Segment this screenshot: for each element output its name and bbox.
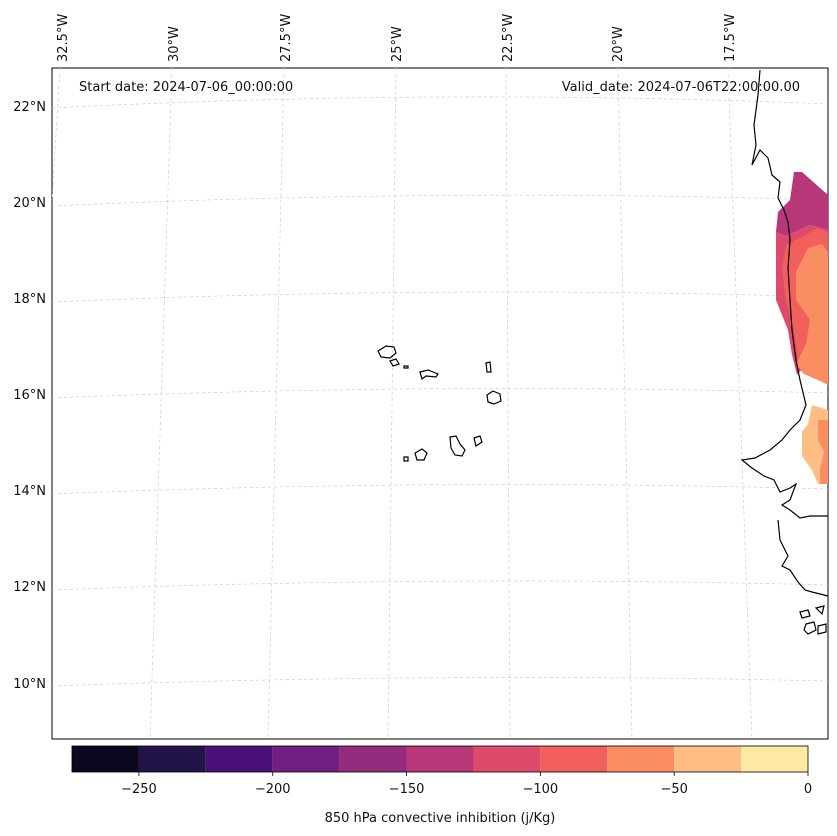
lat-label: 12°N [13,580,46,595]
lat-label: 22°N [13,100,46,115]
colorbar-tick-label: −150 [389,782,425,797]
cape-verde-maio [473,435,483,447]
start-date-label: Start date: 2024-07-06_00:00:00 [79,80,293,95]
colorbar-tick-label: −250 [121,782,157,797]
gridline-lon-27-5 [267,67,285,740]
colorbar-bin [473,746,541,772]
lon-label: 27.5°W [279,14,294,62]
colorbar-tick-label: −50 [660,782,687,797]
bijagos-islands [799,605,827,635]
gridline-lat-16 [51,388,829,399]
gridline-lat-18 [51,291,829,303]
gridline-lon-32-5 [51,67,61,201]
lon-label: 22.5°W [501,14,516,62]
lat-label: 20°N [13,196,46,211]
cape-verde-santa-luzia [403,365,409,369]
lat-label: 10°N [13,677,46,692]
colorbar-tick-label: −200 [255,782,291,797]
colorbar-outline [71,745,809,773]
lon-label: 32.5°W [56,14,71,62]
gridline-lon-22-5 [505,67,511,740]
colorbar-tick-label: −100 [523,782,559,797]
latitude-labels: 22°N 20°N 18°N 16°N 14°N 12°N 10°N [13,100,46,692]
gridline-lon-20 [617,67,633,740]
colorbar-bin [138,746,206,772]
colorbar-bin [205,746,273,772]
colorbar-bin [607,746,675,772]
colorbar-bin [406,746,474,772]
valid-date-label: Valid_date: 2024-07-06T22:00:00.00 [562,80,800,95]
cape-verde-sal [485,361,492,373]
graticule [51,67,829,740]
gridline-lon-30 [149,67,173,740]
cape-verde-santiago [449,435,466,457]
lat-label: 14°N [13,484,46,499]
cin-region-very-low [776,172,828,236]
cin-region-high-south [818,420,828,484]
cin-field [776,172,828,484]
lat-label: 18°N [13,292,46,307]
lat-label: 16°N [13,388,46,403]
cape-verde-sao-vicente [389,358,400,367]
coastlines [377,69,829,635]
colorbar-bin [272,746,340,772]
cape-verde-fogo [414,448,428,461]
gridline-lat-14 [51,484,829,495]
colorbar-bin [72,746,139,772]
cape-verde-boa-vista [486,390,502,405]
gridline-lon-17-5 [727,67,753,740]
colorbar-bin [674,746,742,772]
africa-coastline [740,69,829,597]
colorbar-bin [741,746,808,772]
gridline-lat-12 [51,580,829,591]
colorbar-bin [540,746,608,772]
cape-verde-sao-nicolau [419,369,439,381]
gridline-lat-10 [51,677,829,687]
colorbar-tick-label: 0 [804,782,812,797]
lon-label: 25°W [390,26,405,62]
lon-label: 17.5°W [723,14,738,62]
colorbar-bin [339,746,407,772]
colorbar: −250 −200 −150 −100 −50 0 850 hPa convec… [71,745,812,826]
gridline-lon-25 [387,67,397,740]
gridline-lat-22 [51,96,829,109]
lon-label: 20°W [611,26,626,62]
gridline-lat-20 [51,194,829,207]
lon-label: 30°W [167,26,182,62]
cape-verde-santo-antao [377,345,397,359]
colorbar-title: 850 hPa convective inhibition (j/Kg) [325,811,556,826]
map-frame [51,67,829,740]
cin-region-high [796,244,828,385]
cape-verde-brava [403,456,409,462]
longitude-labels: 32.5°W 30°W 27.5°W 25°W 22.5°W 20°W 17.5… [56,14,738,62]
